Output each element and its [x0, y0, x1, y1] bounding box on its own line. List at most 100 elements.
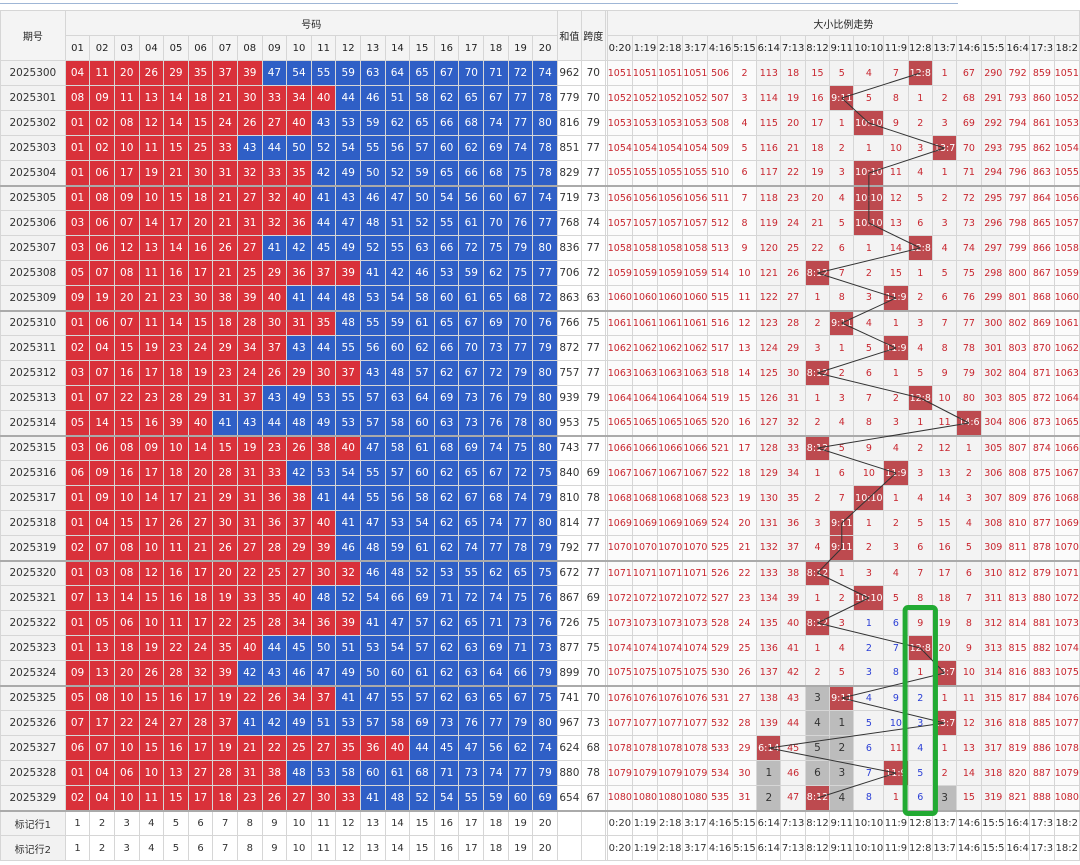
footer-number[interactable]: 18: [483, 809, 509, 836]
footer-ratio-label[interactable]: 0:20: [606, 809, 633, 836]
table-row[interactable]: 2025317 01 09 10 14 17 21 29 31 36 38 41 44 55 56 58 62 6…: [0, 485, 1080, 511]
footer-ratio-label[interactable]: 6:14: [756, 835, 782, 861]
footer-number[interactable]: 20: [532, 809, 558, 836]
footer-number[interactable]: 12: [335, 809, 362, 836]
table-row[interactable]: 2025303 01 02 10 11 15 25 33 43 44 50 52 54 55 56 57 60 6…: [0, 135, 1080, 161]
footer-number[interactable]: 14: [384, 809, 411, 836]
footer-number[interactable]: 5: [163, 835, 189, 861]
footer-number[interactable]: 2: [89, 809, 115, 836]
footer-ratio-label[interactable]: 12:8: [907, 835, 933, 861]
footer-number[interactable]: 20: [532, 835, 558, 861]
table-row[interactable]: 2025318 01 04 15 17 26 27 30 31 36 37 40 41 47 53 54 62 6…: [0, 510, 1080, 536]
footer-ratio-label[interactable]: 16:4: [1004, 835, 1031, 861]
footer-ratio-label[interactable]: 14:6: [956, 835, 982, 861]
footer-number[interactable]: 1: [64, 809, 91, 836]
table-row[interactable]: 2025310 01 06 07 11 14 15 18 28 30 31 35 48 55 59 61 65 6…: [0, 309, 1080, 336]
footer-ratio-label[interactable]: 4:16: [707, 835, 733, 861]
top-scrollbar-track[interactable]: [0, 0, 958, 4]
table-row[interactable]: 2025327 06 07 10 15 16 17 19 21 22 25 27 35 36 40 44 45 4…: [0, 735, 1080, 761]
footer-ratio-label[interactable]: 11:9: [883, 835, 909, 861]
footer-ratio-label[interactable]: 10:10: [853, 835, 885, 861]
footer-number[interactable]: 15: [409, 835, 435, 861]
footer-ratio-label[interactable]: 13:7: [931, 809, 958, 836]
footer-number[interactable]: 10: [286, 809, 312, 836]
footer-number[interactable]: 14: [384, 835, 411, 861]
table-row[interactable]: 2025308 05 07 08 11 16 17 21 25 29 36 37 39 41 42 46 53 5…: [0, 260, 1080, 286]
footer-number[interactable]: 3: [113, 835, 140, 861]
footer-number[interactable]: 1: [64, 835, 91, 861]
table-row[interactable]: 2025328 01 04 06 10 13 27 28 31 38 48 53 58 60 61 68 71 7…: [0, 760, 1080, 786]
footer-ratio-label[interactable]: 11:9: [883, 809, 909, 836]
footer-ratio-label[interactable]: 18:2: [1053, 835, 1080, 861]
footer-number[interactable]: 11: [310, 835, 337, 861]
footer-number[interactable]: 9: [261, 835, 288, 861]
footer-number[interactable]: 17: [458, 809, 485, 836]
footer-ratio-label[interactable]: 4:16: [707, 809, 733, 836]
footer-ratio-label[interactable]: 13:7: [931, 835, 958, 861]
footer-number[interactable]: 13: [360, 809, 386, 836]
table-row[interactable]: 2025312 03 07 16 17 18 19 23 24 26 29 30 37 43 48 57 62 6…: [0, 360, 1080, 386]
footer-ratio-label[interactable]: 14:6: [956, 809, 982, 836]
table-row[interactable]: 2025304 01 06 17 19 21 30 31 32 33 35 42 49 50 52 59 65 6…: [0, 160, 1080, 186]
table-row[interactable]: 2025315 03 06 08 09 10 14 15 19 23 26 38 40 47 58 61 68 6…: [0, 434, 1080, 461]
footer-number[interactable]: 13: [360, 835, 386, 861]
table-row[interactable]: 2025323 01 13 18 19 22 24 35 40 44 45 50 51 53 54 57 62 6…: [0, 635, 1080, 661]
table-row[interactable]: 2025313 01 07 22 23 28 29 31 37 43 49 53 55 57 63 64 69 7…: [0, 385, 1080, 411]
footer-ratio-label[interactable]: 8:12: [804, 835, 831, 861]
footer-number[interactable]: 5: [163, 809, 189, 836]
footer-ratio-label[interactable]: 7:13: [780, 809, 806, 836]
footer-number[interactable]: 6: [187, 809, 214, 836]
table-row[interactable]: 2025306 03 06 07 14 17 20 21 31 32 36 44 47 48 51 52 55 6…: [0, 210, 1080, 236]
footer-ratio-label[interactable]: 17:3: [1029, 809, 1055, 836]
footer-ratio-label[interactable]: 8:12: [804, 809, 831, 836]
footer-number[interactable]: 6: [187, 835, 214, 861]
table-row[interactable]: 2025314 05 14 15 16 39 40 41 43 44 48 49 53 57 58 60 63 7…: [0, 410, 1080, 436]
footer-number[interactable]: 19: [507, 835, 534, 861]
table-row[interactable]: 2025316 06 09 16 17 18 20 28 31 33 42 53 54 55 57 60 62 6…: [0, 460, 1080, 486]
footer-number[interactable]: 19: [507, 809, 534, 836]
footer-ratio-label[interactable]: 3:17: [682, 809, 709, 836]
table-row[interactable]: 2025324 09 13 20 26 28 32 39 42 43 46 47 49 50 60 61 62 6…: [0, 660, 1080, 686]
footer-ratio-label[interactable]: 9:11: [829, 809, 855, 836]
footer-number[interactable]: 17: [458, 835, 485, 861]
footer-number[interactable]: 8: [236, 835, 263, 861]
footer-number[interactable]: 18: [483, 835, 509, 861]
footer-number[interactable]: 15: [409, 809, 435, 836]
footer-number[interactable]: 16: [433, 835, 460, 861]
table-row[interactable]: 2025302 01 02 08 12 14 15 24 26 27 40 43 53 59 62 65 66 6…: [0, 110, 1080, 136]
footer-ratio-label[interactable]: 6:14: [756, 809, 782, 836]
footer-ratio-label[interactable]: 1:19: [631, 835, 659, 861]
footer-ratio-label[interactable]: 3:17: [682, 835, 709, 861]
table-row[interactable]: 2025319 02 07 08 10 11 21 26 27 28 29 39 46 48 59 61 62 7…: [0, 535, 1080, 561]
table-row[interactable]: 2025329 02 04 10 11 15 17 18 23 26 27 30 33 41 48 52 54 5…: [0, 785, 1080, 811]
footer-ratio-label[interactable]: 0:20: [606, 835, 633, 861]
footer-ratio-label[interactable]: 15:5: [980, 835, 1006, 861]
table-row[interactable]: 2025309 09 19 20 21 23 30 38 39 40 41 44 48 53 54 58 60 6…: [0, 285, 1080, 311]
footer-number[interactable]: 12: [335, 835, 362, 861]
footer-ratio-label[interactable]: 16:4: [1004, 809, 1031, 836]
table-row[interactable]: 2025322 01 05 06 10 11 17 22 25 28 34 36 39 41 47 57 62 6…: [0, 610, 1080, 636]
table-row[interactable]: 2025325 05 08 10 15 16 17 19 22 26 34 37 41 47 55 57 62 6…: [0, 684, 1080, 711]
footer-ratio-label[interactable]: 15:5: [980, 809, 1006, 836]
footer-ratio-label[interactable]: 18:2: [1053, 809, 1080, 836]
footer-number[interactable]: 4: [138, 809, 165, 836]
footer-ratio-label[interactable]: 10:10: [853, 809, 885, 836]
footer-number[interactable]: 2: [89, 835, 115, 861]
footer-number[interactable]: 11: [310, 809, 337, 836]
table-row[interactable]: 2025305 01 08 09 10 15 18 21 27 32 40 41 43 46 47 50 54 5…: [0, 184, 1080, 211]
footer-number[interactable]: 16: [433, 809, 460, 836]
table-row[interactable]: 2025326 07 17 22 24 27 28 37 41 42 49 51 53 57 58 69 73 7…: [0, 710, 1080, 736]
footer-ratio-label[interactable]: 2:18: [657, 809, 684, 836]
footer-ratio-label[interactable]: 7:13: [780, 835, 806, 861]
footer-ratio-label[interactable]: 12:8: [907, 809, 933, 836]
table-row[interactable]: 2025301 08 09 11 13 14 18 21 30 33 34 40 44 46 51 58 62 6…: [0, 85, 1080, 111]
table-row[interactable]: 2025300 04 11 20 26 29 35 37 39 47 54 55 59 63 64 65 67 7…: [0, 60, 1080, 86]
footer-number[interactable]: 4: [138, 835, 165, 861]
footer-ratio-label[interactable]: 17:3: [1029, 835, 1055, 861]
table-row[interactable]: 2025321 07 13 14 15 16 18 19 33 35 40 48 52 54 66 69 71 7…: [0, 585, 1080, 611]
footer-number[interactable]: 10: [286, 835, 312, 861]
footer-ratio-label[interactable]: 9:11: [829, 835, 855, 861]
table-row[interactable]: 2025307 03 06 12 13 14 16 26 27 41 42 45 49 52 55 63 66 7…: [0, 235, 1080, 261]
footer-number[interactable]: 7: [212, 835, 238, 861]
footer-number[interactable]: 3: [113, 809, 140, 836]
